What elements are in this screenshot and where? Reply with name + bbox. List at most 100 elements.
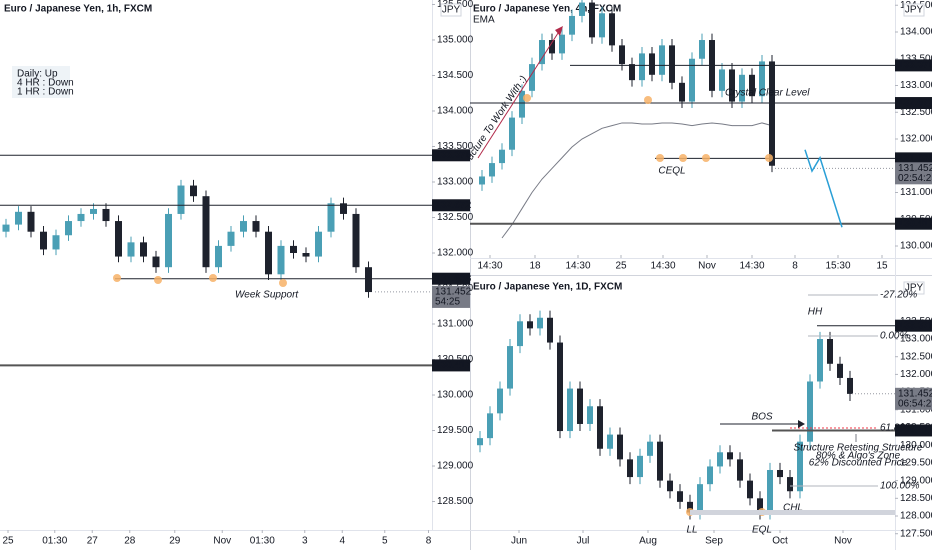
x-tick-label: 29 [169, 536, 181, 547]
candle-body [27, 211, 35, 232]
y-tick-label: 134.000 [900, 27, 932, 38]
x-tick-label: 25 [615, 261, 627, 272]
candle-body [77, 213, 85, 222]
candle-body [759, 61, 765, 97]
trend-arrow [477, 29, 561, 159]
x-tick-label: Aug [639, 536, 657, 547]
swing-marker [765, 154, 773, 162]
candle-body [165, 213, 172, 268]
candle-body [587, 406, 593, 424]
level-box [895, 319, 932, 332]
candle-body [689, 58, 695, 102]
candle-body [679, 82, 685, 102]
candle-body [352, 213, 360, 268]
candle-body [477, 438, 483, 446]
candle-body [619, 45, 625, 65]
x-tick-label: 14:30 [477, 261, 502, 272]
swing-marker [279, 279, 287, 287]
y-tick-label: 132.500 [437, 212, 474, 223]
indicator-label: EMA [473, 15, 495, 26]
candle-body [627, 459, 633, 478]
level-box [895, 217, 932, 230]
candle-body [102, 208, 110, 222]
level-box [895, 59, 932, 72]
y-tick-label: 130.000 [900, 440, 932, 451]
swing-marker [113, 274, 121, 282]
x-tick-label: 28 [124, 536, 136, 547]
level-box [432, 272, 470, 285]
level-box [432, 149, 470, 162]
candle-body [507, 346, 513, 389]
level-box [895, 424, 932, 437]
x-tick-label: 4 [339, 536, 345, 547]
y-tick-label: 133.000 [900, 334, 932, 345]
candle-body [365, 267, 372, 293]
candle-body [797, 441, 803, 492]
candle-body [202, 196, 210, 268]
x-tick-label: 27 [87, 536, 99, 547]
swing-marker [154, 276, 162, 284]
annotation: Crystal Clear Level [725, 88, 810, 99]
chart-title: Euro / Japanese Yen, 1D, FXCM [473, 282, 622, 293]
candle-body [697, 484, 703, 513]
candle-body [777, 469, 783, 478]
candle-body [607, 434, 613, 449]
y-tick-label: 128.000 [900, 511, 932, 522]
y-tick-label: 132.000 [900, 369, 932, 380]
y-tick-label: 135.000 [437, 35, 474, 46]
annotation: Daily: Up [17, 69, 58, 80]
candle-body [559, 34, 565, 54]
x-tick-label: Jul [577, 536, 590, 547]
candle-body [547, 317, 553, 343]
candle-body [669, 45, 675, 83]
candle-body [557, 342, 563, 432]
candle-body [847, 377, 853, 394]
annotation: Week Support [235, 290, 299, 301]
candle-body [569, 15, 575, 35]
y-tick-label: 133.000 [900, 80, 932, 91]
currency-label: JPY [905, 283, 924, 294]
y-tick-label: 131.000 [437, 319, 474, 330]
y-tick-label: 130.000 [900, 241, 932, 252]
x-tick-label: 14:30 [650, 261, 675, 272]
candle-body [527, 321, 533, 329]
candle-body [327, 203, 335, 232]
y-tick-label: 129.500 [437, 425, 474, 436]
level-label: 133.376 [898, 60, 932, 71]
candle-body [659, 45, 665, 75]
candle-body [115, 221, 122, 257]
candle-body [787, 477, 793, 492]
candle-body [719, 69, 725, 91]
candle-body [40, 231, 47, 250]
x-tick-label: 25 [2, 536, 14, 547]
y-tick-label: 129.500 [900, 458, 932, 469]
countdown: 54:25 [435, 297, 460, 308]
candle-body [227, 231, 235, 246]
y-tick-label: 128.500 [437, 496, 474, 507]
annotation: 4 HR : Down [17, 78, 74, 89]
candle-body [617, 434, 623, 460]
candle-body [739, 74, 745, 102]
candle-body [509, 117, 515, 150]
candle-body [737, 459, 743, 481]
swing-marker [656, 154, 664, 162]
y-tick-label: 127.500 [900, 528, 932, 539]
candle-body [677, 491, 683, 502]
level-label: 132.672 [435, 200, 472, 211]
currency-box [903, 3, 925, 17]
candle-body [597, 406, 603, 449]
swing-marker [523, 94, 531, 102]
candle-body [479, 176, 485, 185]
y-tick-label: 134.500 [437, 70, 474, 81]
candle-body [549, 40, 555, 54]
annotation: 100.00% [880, 481, 920, 492]
eql-zone [690, 510, 895, 515]
candle-body [657, 441, 663, 481]
candle-body [629, 64, 635, 81]
candle-body [215, 245, 222, 268]
currency-label: JPY [905, 5, 924, 16]
candle-body [252, 221, 260, 232]
x-tick-label: Oct [772, 536, 788, 547]
candle-body [497, 388, 503, 414]
level-label: 133.376 [435, 150, 472, 161]
